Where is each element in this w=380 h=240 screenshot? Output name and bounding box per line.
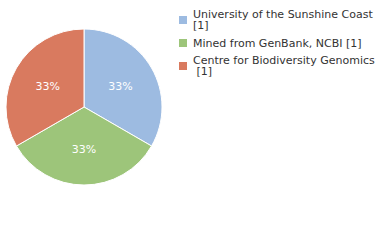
- svg-text:33%: 33%: [108, 80, 132, 93]
- svg-text:33%: 33%: [35, 80, 59, 93]
- svg-text:33%: 33%: [72, 143, 96, 156]
- svg-text:Centre for Biodiversity Genomi: Centre for Biodiversity Genomics: [193, 54, 375, 67]
- svg-text:Mined from GenBank, NCBI [1]: Mined from GenBank, NCBI [1]: [193, 37, 362, 50]
- svg-text:University of the Sunshine Coa: University of the Sunshine Coast: [193, 8, 376, 21]
- svg-text:[1]: [1]: [193, 65, 212, 78]
- svg-text:[1]: [1]: [193, 19, 209, 32]
